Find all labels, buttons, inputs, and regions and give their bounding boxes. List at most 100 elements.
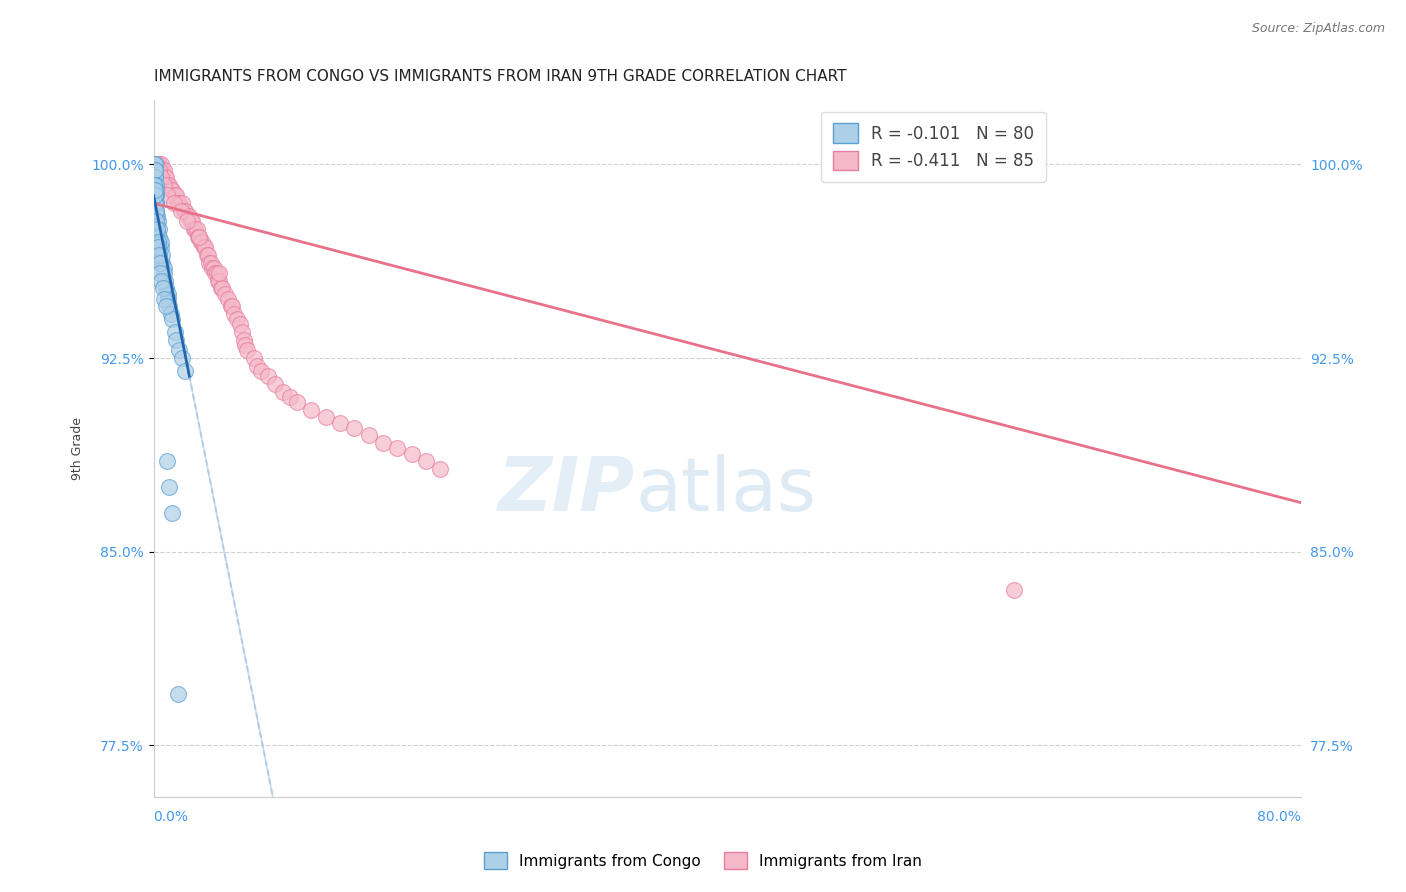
Point bbox=[148, 248, 170, 262]
Point bbox=[153, 292, 176, 306]
Point bbox=[211, 281, 233, 295]
Point bbox=[143, 157, 166, 171]
Point bbox=[143, 162, 166, 177]
Point bbox=[145, 203, 167, 218]
Point bbox=[193, 240, 215, 254]
Point bbox=[159, 183, 181, 197]
Point bbox=[343, 421, 366, 435]
Point bbox=[149, 255, 172, 269]
Point bbox=[195, 248, 218, 262]
Point bbox=[278, 390, 301, 404]
Point bbox=[167, 196, 190, 211]
Text: 0.0%: 0.0% bbox=[153, 810, 188, 823]
Point bbox=[152, 162, 174, 177]
Point bbox=[357, 428, 380, 442]
Point bbox=[143, 183, 166, 197]
Point bbox=[145, 209, 167, 223]
Point bbox=[150, 274, 173, 288]
Point bbox=[145, 188, 167, 202]
Point bbox=[145, 214, 167, 228]
Point bbox=[152, 266, 174, 280]
Point bbox=[149, 235, 172, 249]
Point bbox=[246, 359, 269, 373]
Point bbox=[145, 196, 167, 211]
Point bbox=[148, 248, 170, 262]
Point bbox=[143, 178, 166, 193]
Point bbox=[207, 274, 229, 288]
Point bbox=[257, 369, 280, 384]
Point bbox=[143, 188, 166, 202]
Point bbox=[205, 266, 228, 280]
Point bbox=[145, 157, 167, 171]
Point bbox=[228, 318, 250, 332]
Legend: R = -0.101   N = 80, R = -0.411   N = 85: R = -0.101 N = 80, R = -0.411 N = 85 bbox=[821, 112, 1046, 182]
Point bbox=[145, 222, 167, 236]
Point bbox=[145, 203, 167, 218]
Point bbox=[235, 343, 257, 358]
Point bbox=[156, 286, 179, 301]
Legend: Immigrants from Congo, Immigrants from Iran: Immigrants from Congo, Immigrants from I… bbox=[478, 846, 928, 875]
Point bbox=[166, 333, 188, 347]
Point bbox=[221, 300, 243, 314]
Point bbox=[143, 162, 166, 177]
Point bbox=[143, 183, 166, 197]
Point bbox=[156, 188, 179, 202]
Point bbox=[271, 384, 294, 399]
Point bbox=[145, 183, 167, 197]
Point bbox=[148, 240, 170, 254]
Point bbox=[179, 209, 201, 223]
Point bbox=[204, 266, 226, 280]
Point bbox=[169, 196, 191, 211]
Point bbox=[156, 454, 179, 468]
Point bbox=[150, 255, 173, 269]
Point bbox=[157, 178, 180, 193]
Point bbox=[143, 178, 166, 193]
Point bbox=[184, 222, 207, 236]
Point bbox=[174, 203, 197, 218]
Point bbox=[166, 188, 188, 202]
Point bbox=[222, 307, 245, 321]
Point bbox=[152, 260, 174, 275]
Point bbox=[145, 183, 167, 197]
Point bbox=[149, 240, 172, 254]
Point bbox=[170, 203, 193, 218]
Point bbox=[143, 162, 166, 177]
Point bbox=[150, 170, 173, 185]
Point bbox=[243, 351, 266, 365]
Point bbox=[146, 235, 169, 249]
Point bbox=[145, 196, 167, 211]
Point bbox=[159, 307, 181, 321]
Point bbox=[146, 240, 169, 254]
Point bbox=[187, 229, 209, 244]
Point bbox=[146, 229, 169, 244]
Point bbox=[188, 229, 211, 244]
Point bbox=[148, 255, 170, 269]
Point bbox=[160, 312, 183, 326]
Point bbox=[148, 235, 170, 249]
Point bbox=[208, 266, 231, 280]
Point bbox=[149, 157, 172, 171]
Point bbox=[429, 462, 451, 476]
Point bbox=[146, 229, 169, 244]
Point bbox=[143, 196, 166, 211]
Point bbox=[148, 222, 170, 236]
Point bbox=[148, 157, 170, 171]
Point bbox=[153, 274, 176, 288]
Point bbox=[197, 248, 219, 262]
Point bbox=[145, 203, 167, 218]
Point bbox=[214, 286, 236, 301]
Point bbox=[172, 196, 194, 211]
Point bbox=[163, 325, 186, 339]
Point bbox=[162, 196, 184, 211]
Point bbox=[143, 157, 166, 171]
Point bbox=[285, 395, 308, 409]
Y-axis label: 9th Grade: 9th Grade bbox=[72, 417, 84, 480]
Point bbox=[148, 229, 170, 244]
Point bbox=[145, 222, 167, 236]
Point bbox=[143, 157, 166, 171]
Point bbox=[145, 188, 167, 202]
Point bbox=[176, 214, 198, 228]
Point bbox=[401, 446, 423, 460]
Text: IMMIGRANTS FROM CONGO VS IMMIGRANTS FROM IRAN 9TH GRADE CORRELATION CHART: IMMIGRANTS FROM CONGO VS IMMIGRANTS FROM… bbox=[153, 69, 846, 84]
Point bbox=[143, 170, 166, 185]
